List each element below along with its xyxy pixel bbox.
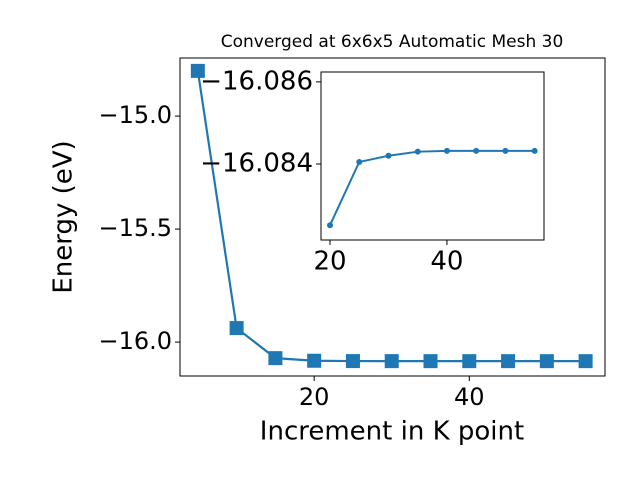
chart-title: Converged at 6x6x5 Automatic Mesh 30	[221, 32, 564, 52]
marker	[356, 158, 363, 165]
marker	[578, 354, 593, 369]
y-tick-label: −15.5	[98, 214, 172, 242]
marker	[385, 152, 392, 159]
line	[329, 149, 535, 226]
marker	[473, 147, 480, 154]
marker	[531, 147, 538, 154]
marker	[190, 63, 205, 78]
marker	[443, 147, 450, 154]
x-tick-label: 20	[299, 383, 330, 411]
marker	[307, 353, 322, 368]
marker	[229, 321, 244, 336]
x-tick-label: 40	[430, 247, 463, 277]
x-axis-label: Increment in K point	[260, 417, 524, 447]
marker	[327, 222, 334, 229]
y-tick-label: −16.084	[200, 149, 313, 179]
x-tick-label: 40	[454, 383, 485, 411]
y-tick-label: −16.0	[98, 327, 172, 355]
marker	[501, 354, 516, 369]
marker	[268, 351, 283, 366]
marker	[384, 354, 399, 369]
y-tick-label: −16.086	[200, 66, 313, 96]
marker	[462, 354, 477, 369]
marker	[539, 354, 554, 369]
y-tick-label: −15.0	[98, 101, 172, 129]
x-tick-label: 20	[313, 247, 346, 277]
marker	[414, 148, 421, 155]
y-axis-label: Energy (eV)	[49, 140, 79, 293]
marker	[345, 354, 360, 369]
axes-frame	[320, 71, 545, 241]
marker	[423, 354, 438, 369]
marker	[502, 147, 509, 154]
